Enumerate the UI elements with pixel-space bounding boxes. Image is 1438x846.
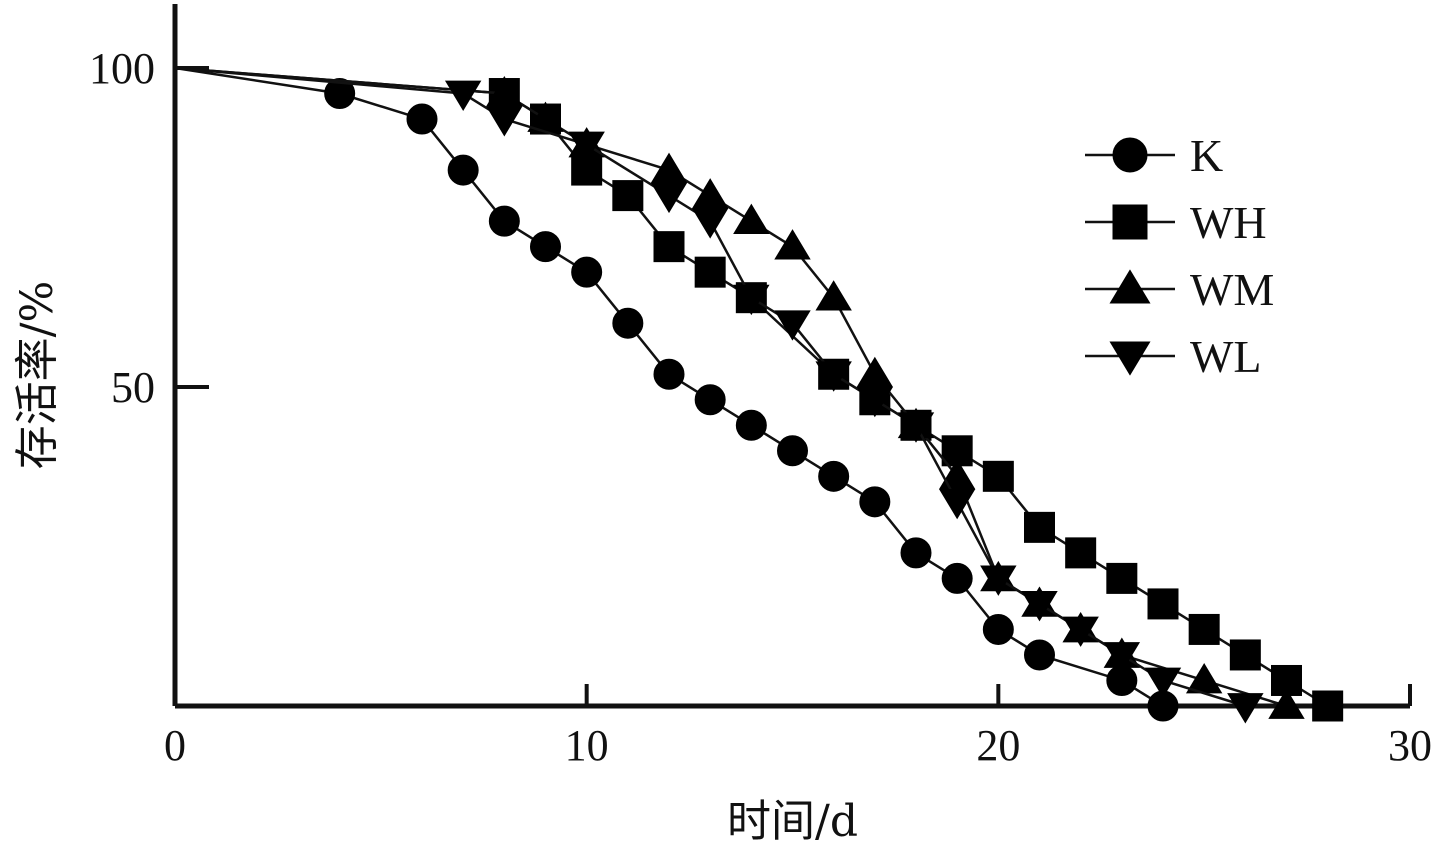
marker-triangle-up bbox=[733, 203, 770, 234]
marker-triangle-up bbox=[486, 76, 523, 107]
series-wh bbox=[174, 66, 1344, 722]
marker-circle bbox=[488, 205, 520, 237]
marker-triangle-down bbox=[568, 131, 605, 163]
legend-label: WM bbox=[1190, 264, 1274, 315]
marker-triangle-down bbox=[980, 565, 1017, 596]
marker-circle bbox=[818, 460, 850, 492]
marker-square bbox=[1106, 562, 1138, 594]
marker-triangle-up bbox=[938, 458, 976, 490]
marker-circle bbox=[447, 154, 479, 186]
marker-circle bbox=[982, 613, 1014, 645]
series-wl bbox=[174, 66, 1264, 724]
marker-triangle-down bbox=[856, 386, 894, 418]
axis-ticks: 0 10 20 30 50 100 bbox=[89, 44, 1432, 770]
x-axis-title: 时间/d bbox=[727, 796, 858, 846]
marker-triangle-down bbox=[774, 310, 811, 341]
marker-triangle-down bbox=[938, 488, 976, 520]
marker-circle bbox=[1112, 137, 1148, 173]
y-tick-label: 100 bbox=[89, 44, 155, 93]
marker-circle bbox=[1024, 639, 1055, 671]
axes bbox=[172, 4, 1410, 709]
marker-triangle-down bbox=[444, 80, 482, 111]
marker-circle bbox=[612, 307, 644, 339]
legend-item-wl: WL bbox=[1085, 331, 1262, 382]
marker-circle bbox=[406, 103, 438, 135]
marker-triangle-down bbox=[486, 106, 523, 137]
marker-circle bbox=[653, 358, 685, 390]
marker-triangle-down bbox=[1103, 642, 1141, 673]
marker-square bbox=[571, 154, 603, 186]
legend-label: WL bbox=[1190, 331, 1262, 382]
marker-square bbox=[694, 256, 726, 288]
y-axis-title: 存活率/% bbox=[12, 281, 63, 470]
x-tick-label: 20 bbox=[976, 721, 1020, 770]
legend-item-wh: WH bbox=[1085, 197, 1267, 248]
marker-triangle-down bbox=[1062, 616, 1099, 647]
marker-circle bbox=[530, 231, 561, 263]
x-tick-label: 10 bbox=[565, 721, 609, 770]
marker-circle bbox=[777, 435, 808, 467]
marker-square bbox=[1024, 511, 1055, 543]
marker-triangle-down bbox=[1144, 667, 1182, 698]
marker-triangle-up bbox=[856, 356, 894, 388]
marker-square bbox=[1147, 588, 1179, 620]
marker-square bbox=[653, 231, 685, 263]
marker-square bbox=[612, 180, 644, 212]
legend-item-wm: WM bbox=[1085, 264, 1274, 315]
y-tick-label: 50 bbox=[111, 363, 155, 412]
marker-circle bbox=[694, 384, 726, 416]
marker-triangle-down bbox=[691, 208, 729, 239]
marker-square bbox=[1312, 690, 1344, 722]
marker-triangle-up bbox=[774, 229, 811, 260]
marker-square bbox=[982, 460, 1014, 492]
marker-triangle-down bbox=[650, 182, 688, 214]
marker-square bbox=[1229, 639, 1261, 671]
marker-square bbox=[1065, 537, 1097, 569]
marker-triangle-down bbox=[1227, 693, 1264, 724]
legend: K WH WM WL bbox=[1085, 130, 1274, 382]
marker-circle bbox=[900, 537, 932, 569]
marker-triangle-up bbox=[650, 152, 688, 183]
marker-triangle-down bbox=[1021, 591, 1058, 622]
series-layer bbox=[174, 66, 1344, 724]
marker-circle bbox=[571, 256, 603, 288]
marker-triangle-down bbox=[1109, 341, 1151, 376]
marker-triangle-up bbox=[1268, 688, 1305, 719]
marker-triangle-down bbox=[733, 284, 770, 316]
marker-triangle-up bbox=[691, 178, 729, 209]
legend-label: K bbox=[1190, 130, 1223, 181]
marker-circle bbox=[324, 78, 356, 110]
marker-circle bbox=[735, 409, 767, 441]
marker-triangle-down bbox=[815, 361, 852, 392]
legend-label: WH bbox=[1190, 197, 1267, 248]
marker-square bbox=[1188, 613, 1220, 645]
legend-item-k: K bbox=[1085, 130, 1223, 181]
series-k bbox=[174, 66, 1179, 722]
x-tick-label: 0 bbox=[164, 721, 186, 770]
marker-circle bbox=[941, 562, 973, 594]
marker-square bbox=[1112, 204, 1148, 240]
marker-circle bbox=[859, 486, 891, 518]
marker-triangle-up bbox=[1109, 269, 1151, 304]
marker-triangle-up bbox=[815, 280, 852, 311]
marker-triangle-down bbox=[897, 412, 935, 443]
x-tick-label: 30 bbox=[1388, 721, 1432, 770]
